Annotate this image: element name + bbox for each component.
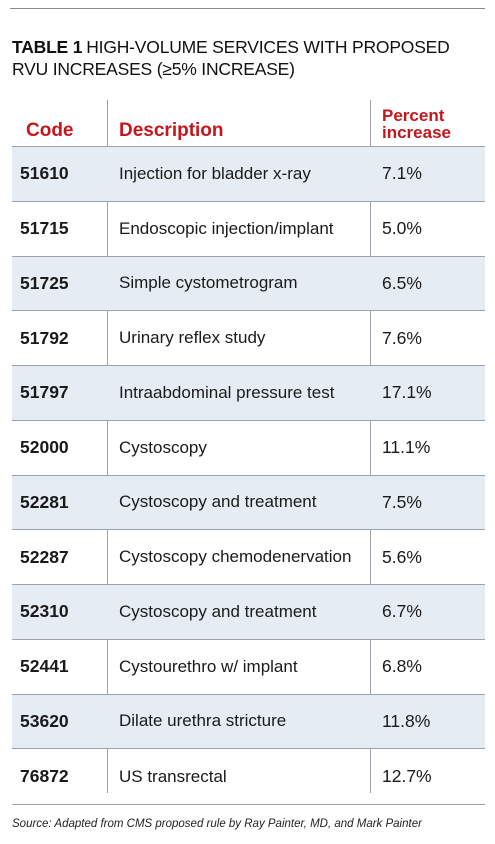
cell-code: 51610 <box>20 163 69 184</box>
cell-description: Cystoscopy and treatment <box>119 492 317 512</box>
cell-code: 52441 <box>20 656 69 677</box>
cell-description: Cystoscopy <box>119 437 207 457</box>
cell-percent: 7.5% <box>382 491 422 512</box>
cell-code: 53620 <box>20 710 69 731</box>
header-percent-increase: Percent increase <box>382 107 482 141</box>
table-title: TABLE 1 HIGH-VOLUME SERVICES WITH PROPOSE… <box>12 36 487 80</box>
rvu-table: Code Description Percent increase 51610 … <box>12 100 485 805</box>
cell-code: 52281 <box>20 491 69 512</box>
table-row: 76872 US transrectal 12.7% <box>12 749 485 804</box>
table-row: 52310 Cystoscopy and treatment 6.7% <box>12 585 485 640</box>
header-description: Description <box>119 120 224 141</box>
table-row: 52000 Cystoscopy 11.1% <box>12 421 485 476</box>
cell-description: Injection for bladder x-ray <box>119 163 311 183</box>
header-percent-line1: Percent <box>382 106 445 125</box>
cell-description: Dilate urethra stricture <box>119 711 287 731</box>
cell-description: Endoscopic injection/implant <box>119 218 334 238</box>
column-divider <box>107 100 108 793</box>
cell-code: 51725 <box>20 272 69 293</box>
table-row: 52287 Cystoscopy chemodenervation 5.6% <box>12 530 485 585</box>
cell-percent: 12.7% <box>382 766 432 787</box>
top-rule <box>10 8 485 9</box>
cell-percent: 5.0% <box>382 218 422 239</box>
cell-description: Cystourethro w/ implant <box>119 656 298 676</box>
cell-description: Cystoscopy chemodenervation <box>119 547 352 567</box>
cell-description: Intraabdominal pressure test <box>119 382 335 402</box>
table-row: 51797 Intraabdominal pressure test 17.1% <box>12 366 485 421</box>
table-row: 51610 Injection for bladder x-ray 7.1% <box>12 147 485 202</box>
table-label: TABLE 1 <box>12 37 83 57</box>
cell-percent: 11.8% <box>382 710 431 731</box>
cell-code: 52310 <box>20 601 69 622</box>
table-row: 52441 Cystourethro w/ implant 6.8% <box>12 640 485 695</box>
cell-code: 76872 <box>20 766 69 787</box>
table-body: 51610 Injection for bladder x-ray 7.1% 5… <box>12 146 485 805</box>
cell-code: 51792 <box>20 327 69 348</box>
table-row: 51792 Urinary reflex study 7.6% <box>12 311 485 366</box>
cell-percent: 6.7% <box>382 601 422 622</box>
cell-percent: 6.5% <box>382 272 422 293</box>
cell-code: 52000 <box>20 437 69 458</box>
header-percent-line2: increase <box>382 123 451 142</box>
cell-percent: 7.6% <box>382 327 422 348</box>
table-row: 51725 Simple cystometrogram 6.5% <box>12 256 485 312</box>
table-row: 53620 Dilate urethra stricture 11.8% <box>12 694 485 750</box>
table-row: 52281 Cystoscopy and treatment 7.5% <box>12 475 485 531</box>
cell-percent: 17.1% <box>382 382 432 403</box>
cell-description: Urinary reflex study <box>119 328 266 348</box>
table-row: 51715 Endoscopic injection/implant 5.0% <box>12 202 485 257</box>
table-title-text: HIGH-VOLUME SERVICES WITH PROPOSED RVU I… <box>12 37 450 79</box>
cell-code: 51715 <box>20 218 69 239</box>
cell-description: Cystoscopy and treatment <box>119 601 317 621</box>
cell-percent: 6.8% <box>382 656 422 677</box>
cell-description: US transrectal <box>119 766 227 786</box>
cell-percent: 5.6% <box>382 546 422 567</box>
table-header: Code Description Percent increase <box>12 100 485 146</box>
cell-code: 51797 <box>20 382 69 403</box>
cell-percent: 7.1% <box>382 163 422 184</box>
header-code: Code <box>26 120 74 141</box>
cell-percent: 11.1% <box>382 437 431 458</box>
cell-code: 52287 <box>20 546 69 567</box>
column-divider <box>370 100 371 793</box>
source-note: Source: Adapted from CMS proposed rule b… <box>12 818 422 830</box>
cell-description: Simple cystometrogram <box>119 273 298 293</box>
